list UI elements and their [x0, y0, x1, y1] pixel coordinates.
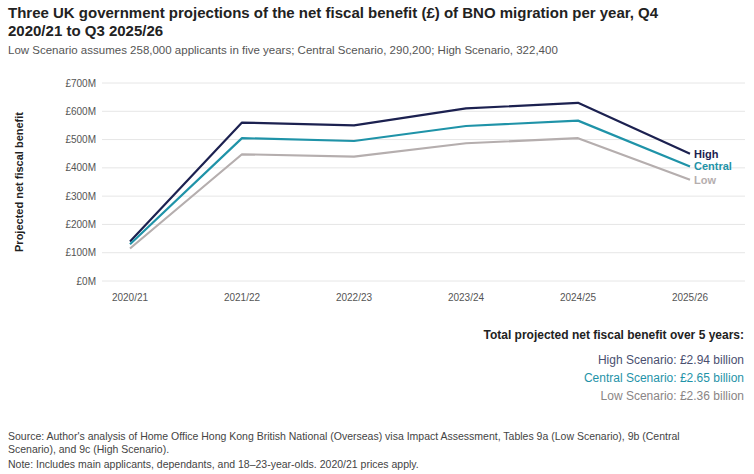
y-tick-label: £100M — [65, 247, 96, 258]
grid-line — [102, 224, 745, 225]
chart-title: Three UK government projections of the n… — [8, 4, 708, 40]
series-line — [130, 103, 690, 242]
x-tick-label: 2024/25 — [560, 292, 597, 303]
grid-line — [102, 139, 745, 140]
y-tick-label: £700M — [65, 78, 96, 89]
y-axis-label: Projected net fiscal benefit — [13, 112, 25, 252]
total-line: High Scenario: £2.94 billion — [483, 351, 744, 369]
y-tick-label: £0M — [77, 276, 96, 287]
y-tick-label: £300M — [65, 191, 96, 202]
totals-box: Total projected net fiscal benefit over … — [483, 326, 744, 405]
x-tick-label: 2021/22 — [224, 292, 261, 303]
footnote: Note: Includes main applicants, dependan… — [8, 458, 748, 471]
grid-line — [102, 111, 745, 112]
y-tick-label: £500M — [65, 134, 96, 145]
grid-line — [102, 196, 745, 197]
x-tick-label: 2025/26 — [672, 292, 709, 303]
grid-line — [102, 252, 745, 253]
x-tick-label: 2022/23 — [336, 292, 373, 303]
grid-line — [102, 281, 745, 282]
total-line: Central Scenario: £2.65 billion — [483, 369, 744, 387]
y-tick-label: £600M — [65, 106, 96, 117]
x-tick-label: 2023/24 — [448, 292, 485, 303]
chart-subtitle: Low Scenario assumes 258,000 applicants … — [8, 44, 748, 56]
y-tick-label: £200M — [65, 219, 96, 230]
series-line — [130, 121, 690, 245]
x-tick-label: 2020/21 — [112, 292, 149, 303]
source-note: Source: Author's analysis of Home Office… — [8, 430, 708, 456]
totals-title: Total projected net fiscal benefit over … — [483, 326, 744, 344]
series-label: Central — [694, 160, 732, 172]
lines-group — [130, 103, 690, 249]
series-line — [130, 138, 690, 248]
grid-line — [102, 83, 745, 84]
total-line: Low Scenario: £2.36 billion — [483, 387, 744, 405]
series-label: Low — [694, 174, 716, 186]
y-tick-label: £400M — [65, 162, 96, 173]
series-label: High — [694, 148, 719, 160]
